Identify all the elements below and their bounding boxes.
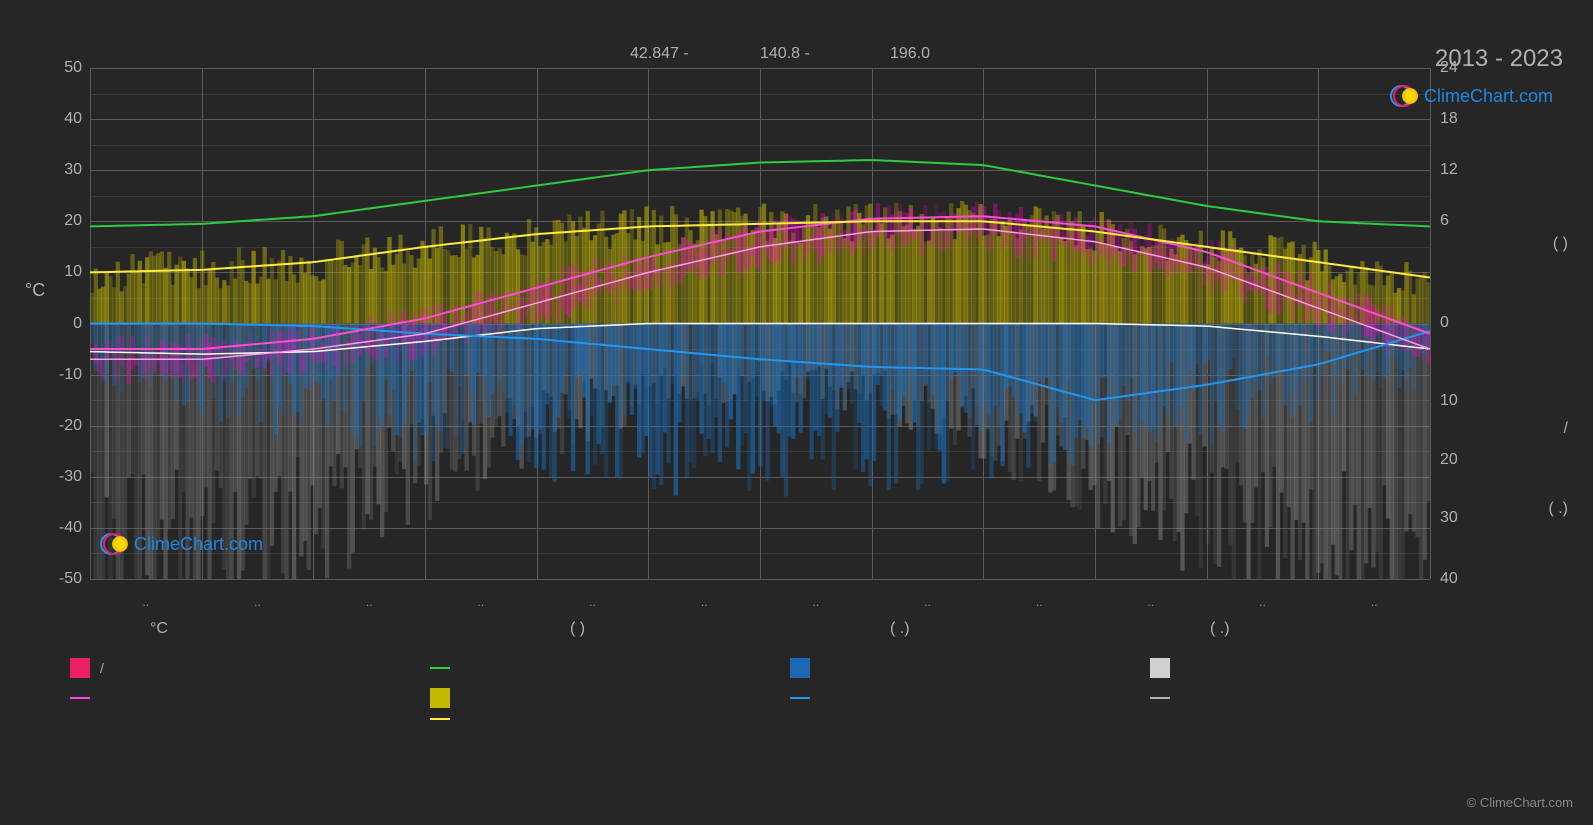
y-tick-left: 0 xyxy=(42,315,82,333)
legend-header-2: ( .) xyxy=(790,620,1150,638)
x-tick: .. xyxy=(1036,595,1043,609)
legend-item xyxy=(1150,718,1510,720)
y-tick-left: 10 xyxy=(42,263,82,281)
x-tick: .. xyxy=(477,595,484,609)
x-tick: .. xyxy=(142,595,149,609)
x-tick: .. xyxy=(366,595,373,609)
y-tick-left: 30 xyxy=(42,161,82,179)
legend-item xyxy=(70,718,430,720)
x-tick: .. xyxy=(812,595,819,609)
legend-item xyxy=(430,718,790,720)
legend-item xyxy=(790,658,1150,678)
y-axis-left-label: °C xyxy=(25,280,45,301)
coord-lat: 42.847 - xyxy=(630,45,689,63)
chart-area xyxy=(90,68,1430,579)
legend: °C ( ) ( .) ( .) / xyxy=(70,620,1520,730)
x-tick: .. xyxy=(1371,595,1378,609)
y-tick-right: 12 xyxy=(1440,161,1480,179)
y-tick-left: -50 xyxy=(42,570,82,588)
legend-item xyxy=(430,658,790,678)
legend-item xyxy=(430,688,790,708)
y-tick-right: 24 xyxy=(1440,59,1480,77)
logo-bottom: ClimeChart.com xyxy=(100,530,263,558)
y-tick-right: 20 xyxy=(1440,451,1480,469)
legend-item xyxy=(1150,658,1510,678)
y-tick-left: -10 xyxy=(42,366,82,384)
y-tick-right: 18 xyxy=(1440,110,1480,128)
right-paren-2: ( .) xyxy=(1548,500,1568,518)
x-tick: .. xyxy=(589,595,596,609)
y-tick-left: -30 xyxy=(42,468,82,486)
y-tick-right: 40 xyxy=(1440,570,1480,588)
logo-icon xyxy=(100,530,128,558)
x-tick: .. xyxy=(1259,595,1266,609)
legend-header-0: °C xyxy=(70,620,430,638)
y-tick-left: 40 xyxy=(42,110,82,128)
y-tick-left: 50 xyxy=(42,59,82,77)
legend-item xyxy=(1150,688,1510,708)
y-tick-left: -40 xyxy=(42,519,82,537)
x-tick: .. xyxy=(254,595,261,609)
legend-header-1: ( ) xyxy=(430,620,790,638)
legend-header-3: ( .) xyxy=(1150,620,1510,638)
right-slash: / xyxy=(1564,420,1568,438)
x-tick: .. xyxy=(924,595,931,609)
y-tick-left: 20 xyxy=(42,212,82,230)
y-tick-right: 6 xyxy=(1440,212,1480,230)
x-tick: .. xyxy=(701,595,708,609)
logo-text: ClimeChart.com xyxy=(134,534,263,555)
y-tick-left: -20 xyxy=(42,417,82,435)
logo-icon xyxy=(1390,82,1418,110)
coord-elev: 196.0 xyxy=(890,45,930,63)
legend-item xyxy=(790,718,1150,720)
y-tick-right: 10 xyxy=(1440,392,1480,410)
legend-item xyxy=(790,688,1150,708)
copyright: © ClimeChart.com xyxy=(1467,795,1573,810)
coord-lon: 140.8 - xyxy=(760,45,810,63)
logo-text: ClimeChart.com xyxy=(1424,86,1553,107)
logo-top: ClimeChart.com xyxy=(1390,82,1553,110)
legend-item xyxy=(70,688,430,708)
x-tick: .. xyxy=(1147,595,1154,609)
right-paren-1: ( ) xyxy=(1553,235,1568,253)
y-tick-right: 30 xyxy=(1440,509,1480,527)
y-tick-right: 0 xyxy=(1440,314,1480,332)
legend-item: / xyxy=(70,658,430,678)
